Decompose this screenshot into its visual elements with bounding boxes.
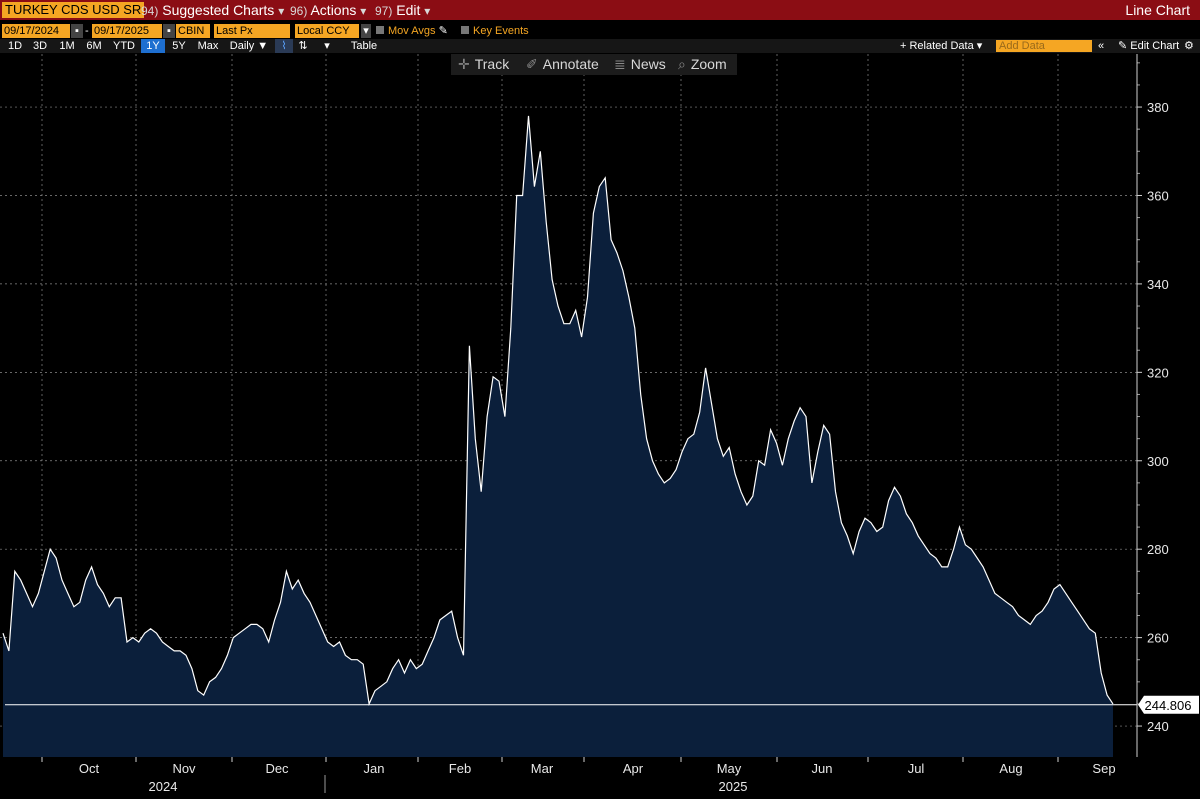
y-tick-label: 360 [1147,188,1169,203]
annotate-button[interactable]: ✐ Annotate [526,54,599,75]
x-tick-label: Jul [908,761,925,776]
chevron-down-icon: ▾ [424,4,431,18]
chevron-down-icon[interactable]: ▾ [324,40,330,52]
calendar-icon[interactable]: ▪ [71,24,83,38]
y-tick-label: 300 [1147,454,1169,469]
annotate-label: Annotate [542,56,599,72]
key-events-toggle[interactable]: Key Events [461,24,529,38]
series-area [3,115,1113,757]
menu-label: Edit [396,2,421,18]
start-date-field[interactable]: 09/17/2024 [2,24,70,38]
y-tick-label: 280 [1147,542,1169,557]
period-max[interactable]: Max [197,40,219,52]
mov-avgs-toggle[interactable]: Mov Avgs ✎ [376,24,448,38]
actions-menu[interactable]: 96) Actions ▾ [290,0,366,20]
y-tick-label: 320 [1147,365,1169,380]
period-ytd[interactable]: YTD [113,40,135,52]
last-value-label: 244.806 [1138,695,1199,714]
x-axis: Oct Nov Dec Jan Feb Mar Apr May Jun Jul Aug Sep 2024… [41,757,1116,794]
date-separator: - [85,25,89,37]
source-field[interactable]: CBIN [176,24,210,38]
magnifier-icon: ⌕ [678,56,686,72]
x-tick-label: Apr [623,761,644,776]
period-bar: 1D 3D 1M 6M YTD 1Y 5Y Max Daily ▼ ⌇ ⇅ ▾ … [0,39,1200,53]
edit-chart-button[interactable]: ✎ Edit Chart [1118,40,1180,52]
last-value-text: 244.806 [1145,698,1192,713]
x-tick-label: Oct [79,761,100,776]
end-date-field[interactable]: 09/17/2025 [92,24,162,38]
period-1d[interactable]: 1D [7,40,23,52]
series-line [2,115,1114,707]
pen-icon: ✐ [526,56,538,72]
crosshair-icon: ✛ [458,56,470,72]
chevron-down-icon: ▾ [360,4,367,18]
last-value-badge [1138,695,1199,714]
period-6m[interactable]: 6M [86,40,102,52]
sort-icon[interactable]: ⇅ [298,40,308,52]
period-1m[interactable]: 1M [59,40,75,52]
line-chart-icon[interactable]: ⌇ [275,39,293,53]
menu-number: 97) [375,4,393,18]
suggested-charts-menu[interactable]: 94) Suggested Charts ▾ [141,0,284,20]
x-tick-label: Jan [364,761,385,776]
table-button[interactable]: Table [350,40,378,52]
x-tick-label: May [717,761,742,776]
period-5y[interactable]: 5Y [172,40,186,52]
edit-menu[interactable]: 97) Edit ▾ [375,0,430,20]
currency-field[interactable]: Local CCY [295,24,359,38]
menu-number: 96) [290,4,308,18]
calendar-icon[interactable]: ▪ [163,24,175,38]
x-tick-label: Feb [449,761,471,776]
track-label: Track [474,56,510,72]
news-label: News [630,56,666,72]
chevron-down-icon: ▾ [278,4,285,18]
menu-label: Suggested Charts [162,2,275,18]
newspaper-icon: ≣ [614,56,626,72]
y-axis: 240 260 280 300 320 340 360 380 [1136,54,1169,757]
x-tick-label: Sep [1092,761,1115,776]
x-tick-label: Dec [265,761,289,776]
x-tick-label: Aug [999,761,1022,776]
news-button[interactable]: ≣ News [614,54,666,75]
controls-bar: 09/17/2024 ▪ - 09/17/2025 ▪ CBIN Last Px… [0,22,1200,38]
track-button[interactable]: ✛ Track [458,54,509,75]
menu-number: 94) [141,4,159,18]
y-tick-label: 240 [1147,719,1169,734]
frequency-select[interactable]: Daily ▼ [229,40,269,52]
security-ticker[interactable]: TURKEY CDS USD SR [2,2,145,18]
period-3d[interactable]: 3D [32,40,48,52]
related-data-button[interactable]: + Related Data ▾ [900,40,983,52]
settings-icon[interactable]: ⚙ [1184,40,1194,52]
chevron-down-icon[interactable]: ▾ [361,24,371,38]
year-label: 2025 [719,779,748,794]
checkbox-icon [376,26,384,34]
price-field[interactable]: Last Px [214,24,290,38]
collapse-icon[interactable]: « [1098,40,1105,52]
y-tick-label: 340 [1147,277,1169,292]
y-tick-label: 260 [1147,631,1169,646]
chart-toolbar: ✛ Track ✐ Annotate ≣ News ⌕ Zoom [451,54,737,75]
y-tick-label: 380 [1147,100,1169,115]
pencil-icon[interactable]: ✎ [438,25,448,37]
x-tick-label: Jun [812,761,833,776]
zoom-button[interactable]: ⌕ Zoom [678,54,727,75]
mov-avgs-label: Mov Avgs [388,25,436,37]
checkbox-icon [461,26,469,34]
header-bar: TURKEY CDS USD SR 94) Suggested Charts ▾… [0,0,1200,20]
add-data-input[interactable]: Add Data [996,40,1092,52]
period-1y[interactable]: 1Y [141,39,165,53]
x-tick-label: Mar [531,761,554,776]
zoom-label: Zoom [690,56,727,72]
chart-type-title: Line Chart [1125,2,1190,18]
x-tick-label: Nov [172,761,196,776]
year-label: 2024 [149,779,178,794]
menu-label: Actions [310,2,357,18]
key-events-label: Key Events [473,25,529,37]
